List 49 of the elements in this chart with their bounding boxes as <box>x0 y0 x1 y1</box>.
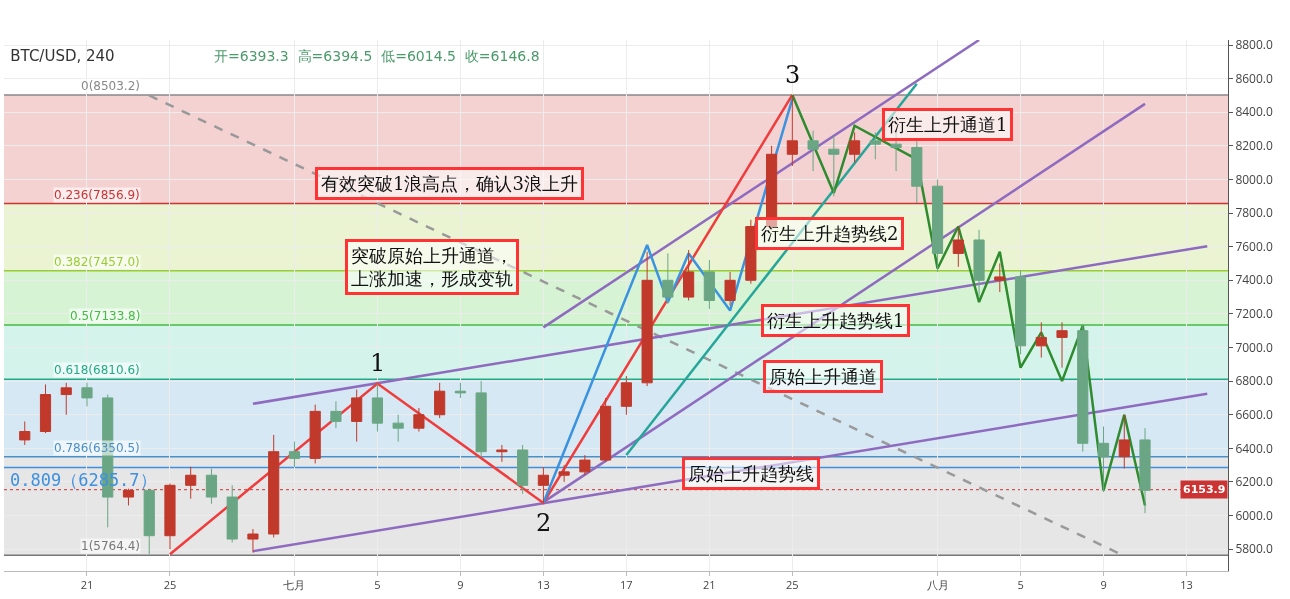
x-tick-label: 七月 <box>283 577 306 593</box>
x-tick-label: 25 <box>786 577 799 593</box>
y-tick-label: 8800.0 <box>1235 36 1273 54</box>
y-tick-label: 6000.0 <box>1235 506 1273 524</box>
ref-line-label: 0.236(7856.9) <box>54 188 140 202</box>
x-tick-label: 5 <box>1017 577 1024 593</box>
y-tick-label: 6200.0 <box>1235 473 1273 491</box>
x-tick-label: 9 <box>457 577 464 593</box>
x-tick-label: 17 <box>620 577 633 593</box>
y-tick-label: 7000.0 <box>1235 338 1273 356</box>
annotation: 原始上升趋势线 <box>688 463 814 484</box>
y-tick-label: 7400.0 <box>1235 271 1273 289</box>
ref-line-label: 0.618(6810.6) <box>54 363 140 377</box>
y-tick-label: 8400.0 <box>1235 103 1273 121</box>
x-tick-label: 13 <box>537 577 550 593</box>
annotation: 衍生上升趋势线1 <box>767 310 905 331</box>
y-tick-label: 7200.0 <box>1235 305 1273 323</box>
y-tick-label: 5800.0 <box>1235 540 1273 558</box>
annotation: 衍生上升通道1 <box>888 114 1008 135</box>
x-tick-label: 八月 <box>926 577 949 593</box>
annotation: 原始上升通道 <box>769 366 877 387</box>
y-tick-label: 8000.0 <box>1235 170 1273 188</box>
text: BTC/USD, 240 <box>10 47 115 66</box>
ref-line-label: 0.786(6350.5) <box>54 441 140 455</box>
y-tick-label: 6600.0 <box>1235 405 1273 423</box>
y-tick-label: 7800.0 <box>1235 204 1273 222</box>
annotation: 突破原始上升通道，上涨加速，形成变轨 <box>351 245 513 290</box>
x-tick-label: 9 <box>1100 577 1107 593</box>
ref-line-label: 0(8503.2) <box>81 79 140 93</box>
annotation: 2 <box>536 509 552 537</box>
y-tick-label: 8200.0 <box>1235 137 1273 155</box>
x-tick-label: 13 <box>1180 577 1193 593</box>
x-tick-label: 21 <box>703 577 716 593</box>
y-tick-label: 7600.0 <box>1235 237 1273 255</box>
y-tick-label: 6400.0 <box>1235 439 1273 457</box>
ref-line-label: 1(5764.4) <box>81 539 140 553</box>
ref-line-label: 0.382(7457.0) <box>54 255 140 269</box>
ref-line-label: 6153.9 <box>1183 483 1226 496</box>
annotation: 有效突破1浪高点，确认3浪上升 <box>321 173 578 194</box>
annotation: 衍生上升趋势线2 <box>761 223 899 244</box>
x-tick-label: 5 <box>374 577 381 593</box>
y-tick-label: 8600.0 <box>1235 69 1273 87</box>
x-tick-label: 21 <box>80 577 94 593</box>
ref-line-label: 0.5(7133.8) <box>70 309 141 323</box>
y-tick-label: 6800.0 <box>1235 372 1273 390</box>
text: 开=6393.3 高=6394.5 低=6014.5 收=6146.8 <box>214 48 540 64</box>
x-tick-label: 25 <box>163 577 177 593</box>
annotation: 3 <box>785 61 801 89</box>
annotation: 1 <box>370 349 386 377</box>
